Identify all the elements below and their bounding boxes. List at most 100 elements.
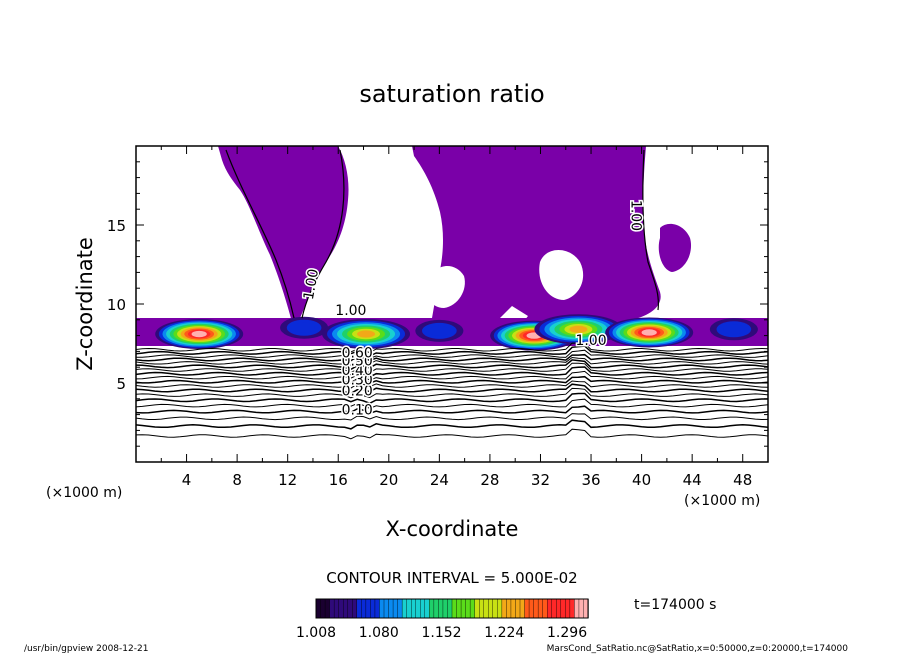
contour-line (136, 366, 768, 378)
colorbar-cell (479, 598, 485, 619)
clear-hole-1 (426, 265, 465, 308)
contour-line (136, 370, 768, 381)
contour-interval-text: CONTOUR INTERVAL = 5.000E-02 (326, 569, 577, 587)
colorbar-cell (547, 598, 553, 619)
colorbar-cell (433, 598, 440, 619)
cloud-cell (709, 318, 758, 341)
colorbar-cell (329, 598, 335, 619)
cloud-cell-level (293, 322, 315, 333)
x-axis-unit-label: (×1000 m) (684, 493, 760, 509)
colorbar-cell (442, 598, 449, 619)
cloud-cell (415, 319, 464, 342)
colorbar-tick-label: 1.296 (547, 625, 587, 641)
colorbar-cell (460, 598, 467, 619)
contour-line (136, 359, 768, 371)
contour-line (136, 392, 768, 405)
colorbar-cell (420, 598, 426, 619)
colorbar-cell (469, 598, 476, 619)
colorbar-cell (451, 598, 458, 619)
plot-area: 0.100.200.300.400.500.601.001.001.001.00 (136, 146, 768, 462)
y-tick-label: 15 (107, 217, 126, 235)
colorbar-cell (352, 598, 358, 619)
x-tick-label: 40 (632, 471, 651, 489)
x-tick-label: 36 (581, 471, 600, 489)
contour-1-00-right (301, 149, 345, 319)
contour-labels: 0.100.200.300.400.500.601.001.001.001.00 (299, 198, 645, 420)
contour-line (136, 375, 768, 384)
cloud-cell-level (641, 329, 657, 336)
colorbar-cell (497, 598, 503, 619)
contour-label: 0.30 (342, 373, 373, 389)
colorbar-cell (578, 598, 585, 619)
contour-label: 0.40 (342, 363, 373, 379)
colorbar-cell (569, 598, 576, 619)
contour-line (136, 380, 768, 389)
colorbar-cell (556, 598, 562, 619)
colorbar-cell (474, 598, 480, 619)
contour-line (136, 419, 768, 430)
contour-line (136, 398, 768, 409)
colorbar-cell (397, 598, 403, 619)
contour-line (136, 353, 768, 362)
colorbar-cell (510, 598, 517, 619)
y-axis-label: Z-coordinate (73, 237, 97, 371)
cloud-cell (155, 319, 244, 350)
y-tick-label: 10 (107, 296, 126, 314)
x-tick-label: 12 (278, 471, 297, 489)
colorbar-cell (515, 598, 521, 619)
colorbar-cell (506, 598, 512, 619)
x-tick-label: 20 (379, 471, 398, 489)
x-tick-label: 28 (480, 471, 499, 489)
colorbar-tick-label: 1.008 (296, 625, 336, 641)
contour-1-00-far-right (642, 149, 659, 311)
contour-line (136, 405, 768, 415)
y-axis-ticks: 5 10 15 (107, 161, 768, 447)
colorbar-cell (406, 598, 412, 619)
contour-label: 0.50 (342, 354, 373, 370)
colorbar-cell (438, 598, 444, 619)
x-tick-label: 16 (329, 471, 348, 489)
contour-line (136, 413, 768, 421)
cloud-cell-level (428, 325, 451, 336)
cloud-cell-level (357, 330, 376, 338)
supersaturated-region (218, 146, 349, 322)
colorbar-cell (320, 598, 326, 619)
colorbar-cell (488, 598, 494, 619)
colorbar-cell (574, 598, 580, 619)
x-tick-label: 4 (182, 471, 192, 489)
colorbar-cell (361, 598, 367, 619)
x-axis-label: X-coordinate (386, 517, 519, 541)
colorbar-frame (315, 598, 589, 619)
time-label: t=174000 s (634, 597, 716, 613)
colorbar-cell (565, 598, 571, 619)
colorbar-cell (370, 598, 376, 619)
contour-label: 1.00 (335, 303, 366, 319)
cloud-cell (280, 316, 329, 339)
colorbar-cell (465, 598, 471, 619)
x-tick-label: 24 (430, 471, 449, 489)
contour-line (136, 356, 768, 366)
colorbar-tick-labels: 1.008 1.080 1.152 1.224 1.296 (296, 625, 587, 641)
colorbar-cell (365, 598, 372, 619)
contour-label: 0.20 (342, 384, 373, 400)
colorbar-cell (533, 598, 539, 619)
colorbar-cell (551, 598, 557, 619)
colorbar-tick-label: 1.224 (484, 625, 524, 641)
colorbar-cell (379, 598, 385, 619)
colorbar-cell (411, 598, 417, 619)
cloud-cell (322, 319, 411, 350)
colorbar-cell (338, 598, 344, 619)
contour-label: 1.00 (575, 333, 606, 349)
cloud-cell (534, 314, 623, 345)
colorbar-cell (537, 598, 544, 619)
contour-label: 0.10 (342, 403, 373, 419)
colorbar-cell (388, 598, 394, 619)
colorbar-cell (492, 598, 499, 619)
y-tick-label: 5 (116, 375, 126, 393)
chart-title: saturation ratio (359, 80, 544, 108)
colorbar-cell (519, 598, 526, 619)
contour-line (136, 383, 768, 395)
colorbar-tick-label: 1.152 (421, 625, 461, 641)
colorbar-cell (524, 598, 530, 619)
